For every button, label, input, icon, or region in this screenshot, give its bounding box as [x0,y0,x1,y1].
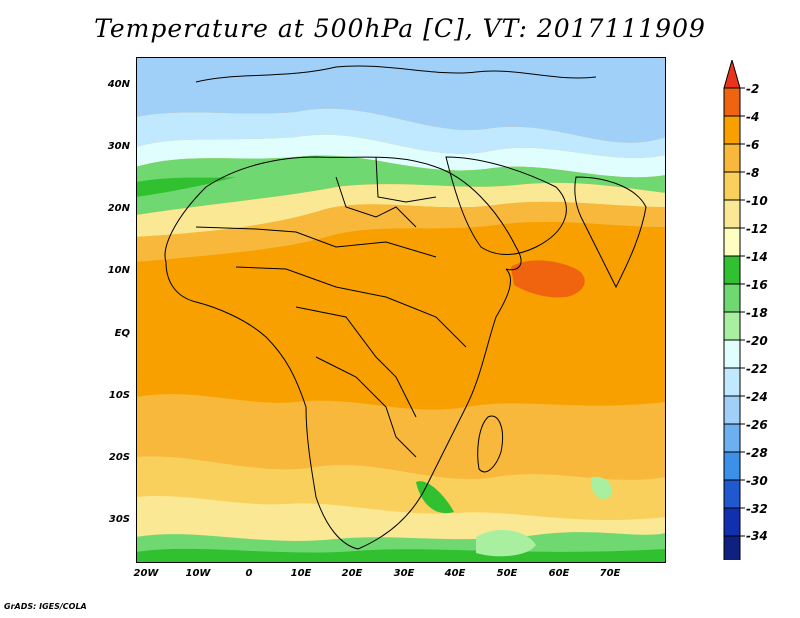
lon-label-10w: 10W [185,568,211,579]
colorbar-label-m26: -26 [746,418,768,432]
border-2 [235,266,467,348]
border-1 [195,226,437,258]
colorbar-swatch [723,367,741,397]
border-5 [335,176,417,228]
lon-label-30e: 30E [393,568,415,579]
colorbar-top-triangle [723,60,741,89]
colorbar-label-m30: -30 [746,474,768,488]
map-frame [136,57,666,563]
field-north-darkgreen [136,177,236,197]
lat-label-eq: EQ [114,328,130,339]
colorbar-swatch [723,451,741,481]
lon-label-10e: 10E [290,568,312,579]
field-north-green [136,155,666,215]
colorbar-swatch [723,311,741,341]
lon-label-40e: 40E [444,568,466,579]
colorbar-label-m8: -8 [746,166,760,180]
colorbar-label-m24: -24 [746,390,768,404]
lon-label-0: 0 [245,568,253,579]
colorbar-label-m20: -20 [746,334,768,348]
colorbar-label-m4: -4 [746,110,760,124]
lat-label-20n: 20N [107,203,130,214]
coastlines [164,65,647,550]
lon-label-60e: 60E [548,568,570,579]
colorbar-swatch [723,255,741,285]
lat-label-20s: 20S [108,452,130,463]
colorbar-swatch [723,283,741,313]
field-north-blue [136,57,666,143]
colorbar-label-m12: -12 [746,222,768,236]
field-south-darkgreen [136,548,666,563]
border-4 [315,356,417,458]
arabia-coast [445,156,567,255]
colorbar-swatch [723,535,741,560]
lat-label-10s: 10S [108,390,130,401]
footer-credit: GrADS: IGES/COLA [4,602,87,611]
colorbar-label-m14: -14 [746,250,768,264]
colorbar-label-m22: -22 [746,362,768,376]
colorbar-label-m34: -34 [746,529,768,543]
field-north-yellow [136,182,666,237]
lon-label-50e: 50E [496,568,518,579]
lat-label-40n: 40N [107,79,130,90]
colorbar-swatch [723,507,741,537]
colorbar-swatch [723,115,741,145]
colorbar-label-m6: -6 [746,138,760,152]
lon-label-70e: 70E [599,568,621,579]
colorbar-swatch [723,227,741,257]
temperature-map [136,57,666,563]
lat-label-10n: 10N [107,265,130,276]
europe-coast [195,65,597,83]
field-madagascar-green [416,481,454,514]
field-hotspot [511,260,585,298]
colorbar-swatch [723,339,741,369]
border-3 [295,306,417,418]
lat-label-30n: 30N [107,141,130,152]
border-6 [375,156,437,203]
map-title: Temperature at 500hPa [C], VT: 201711190… [94,14,706,43]
colorbar-swatch [723,199,741,229]
field-north-lightblue [136,108,666,158]
colorbar-label-m10: -10 [746,194,768,208]
colorbar-swatch [723,143,741,173]
field-south-blob2 [590,476,612,499]
field-south-blob [476,530,536,557]
colorbar-swatch [723,395,741,425]
lon-label-20e: 20E [341,568,363,579]
colorbar-swatch [723,87,741,117]
colorbar-swatch [723,479,741,509]
lat-label-30s: 30S [108,514,130,525]
colorbar-label-m2: -2 [746,82,760,96]
india-coast [574,176,647,289]
field-north-gold [136,201,666,262]
colorbar-label-m28: -28 [746,446,768,460]
colorbar [723,60,745,560]
africa-coast [164,156,522,550]
lon-label-20w: 20W [133,568,159,579]
colorbar-swatch [723,171,741,201]
colorbar-label-m32: -32 [746,502,768,516]
madagascar-coast [477,415,503,473]
colorbar-swatch [723,423,741,453]
colorbar-label-m16: -16 [746,278,768,292]
colorbar-label-m18: -18 [746,306,768,320]
field-north-cyan [136,134,666,178]
